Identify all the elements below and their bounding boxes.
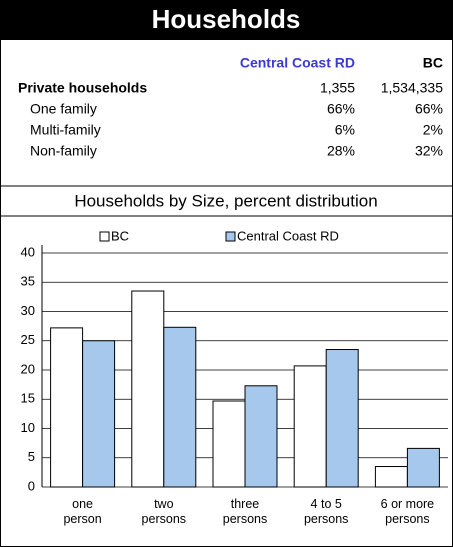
- cell: 6%: [335, 122, 355, 138]
- x-tick-label: one person: [63, 497, 102, 526]
- bar: [131, 290, 165, 488]
- row-label: Multi-family: [30, 122, 101, 138]
- row-label: Non-family: [30, 143, 97, 159]
- chart-title: Households by Size, percent distribution: [74, 191, 377, 210]
- y-tick-label: 25: [21, 332, 35, 347]
- y-tick-label: 40: [21, 244, 35, 259]
- legend-label: Central Coast RD: [237, 228, 339, 243]
- y-tick-label: 0: [28, 478, 35, 493]
- cell: 2%: [423, 122, 443, 138]
- bar: [212, 400, 246, 488]
- legend-swatch: [99, 231, 110, 242]
- x-tick-label: two persons: [141, 497, 187, 526]
- cell: 66%: [415, 101, 443, 117]
- y-tick-label: 20: [21, 361, 35, 376]
- bar: [406, 447, 440, 488]
- bar: [325, 349, 359, 488]
- y-tick-label: 15: [21, 391, 35, 406]
- cell: 1,534,335: [381, 80, 443, 96]
- bar: [244, 385, 278, 488]
- cell: 1,355: [320, 80, 355, 96]
- cell: 32%: [415, 143, 443, 159]
- row-label: One family: [30, 101, 97, 117]
- bar: [50, 327, 84, 488]
- legend-label: BC: [111, 228, 129, 243]
- row-label: Private households: [18, 80, 147, 96]
- legend-swatch: [225, 231, 236, 242]
- y-tick-label: 10: [21, 420, 35, 435]
- x-tick-label: 4 to 5 persons: [303, 497, 349, 526]
- header-bar: [0, 0, 453, 40]
- column-header: Central Coast RD: [240, 55, 355, 71]
- cell: 28%: [327, 143, 355, 159]
- y-tick-label: 5: [28, 449, 35, 464]
- bar: [163, 326, 197, 488]
- bar: [82, 340, 116, 488]
- bar: [293, 365, 327, 488]
- y-tick-label: 30: [21, 303, 35, 318]
- column-header: BC: [423, 55, 443, 71]
- bar: [374, 466, 408, 488]
- y-tick-label: 35: [21, 274, 35, 289]
- header-title: Households: [152, 4, 301, 34]
- cell: 66%: [327, 101, 355, 117]
- x-tick-label: three persons: [222, 497, 268, 526]
- x-tick-label: 6 or more persons: [380, 497, 435, 526]
